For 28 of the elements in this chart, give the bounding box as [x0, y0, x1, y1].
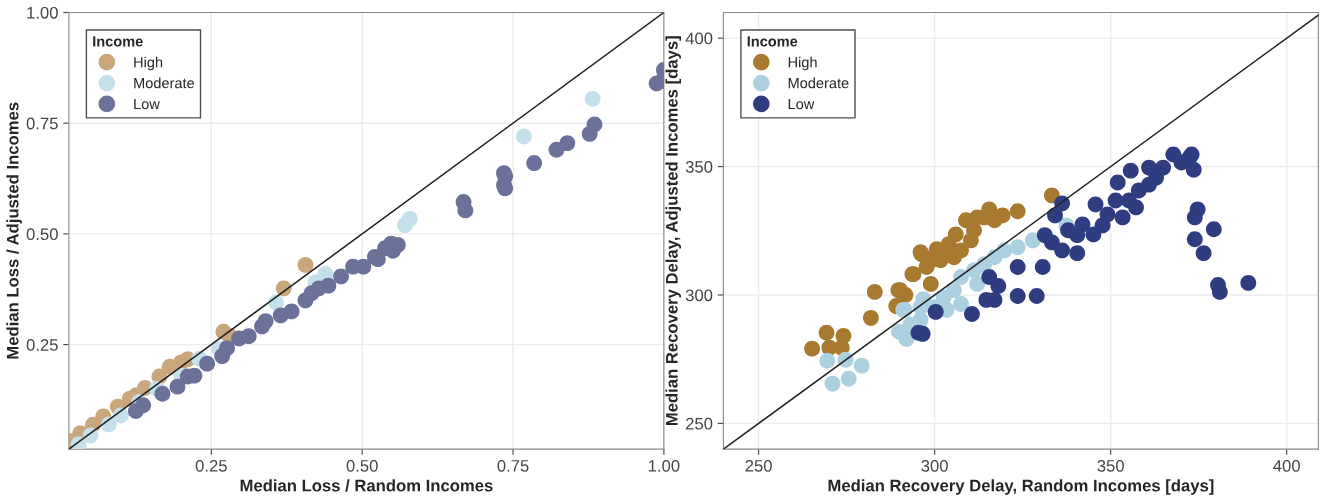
y-tick-label: 0.75: [26, 117, 58, 130]
y-tick-label: 0.25: [26, 338, 58, 351]
legend-label: High: [788, 56, 817, 71]
y-tick-label: 300: [685, 289, 713, 302]
y-tick-label: 350: [685, 160, 713, 173]
x-tick-label: 0.50: [346, 459, 378, 472]
y-tick-label: 1.00: [27, 6, 58, 19]
x-tick-label: 400: [1273, 459, 1300, 472]
y-tick-label: 250: [686, 417, 713, 430]
legend-title: Income: [93, 36, 143, 47]
legend-label: Low: [134, 99, 160, 110]
legend-label: Low: [788, 99, 815, 110]
x-tick-label: 350: [1097, 459, 1124, 472]
x-axis-title: Median Loss / Random Incomes: [240, 479, 493, 492]
x-tick-label: 0.25: [195, 459, 227, 472]
x-tick-label: 0.75: [497, 459, 529, 472]
legend-label: Moderate: [134, 77, 195, 89]
legend-title: Income: [747, 36, 798, 47]
y-axis-title: Median Loss / Adjusted Incomes: [6, 102, 22, 359]
legend-label: Moderate: [788, 77, 849, 89]
y-axis-title: Median Recovery Delay, Adjusted Incomes [days]: [665, 36, 681, 426]
x-tick-label: 300: [921, 459, 948, 472]
legend-label: High: [134, 56, 163, 71]
y-tick-label: 400: [685, 32, 713, 45]
x-tick-label: 1.00: [648, 459, 680, 472]
x-axis-title: Median Recovery Delay, Random Incomes [days]: [828, 479, 1214, 495]
x-tick-label: 250: [745, 459, 772, 472]
y-tick-label: 0.50: [26, 228, 58, 241]
